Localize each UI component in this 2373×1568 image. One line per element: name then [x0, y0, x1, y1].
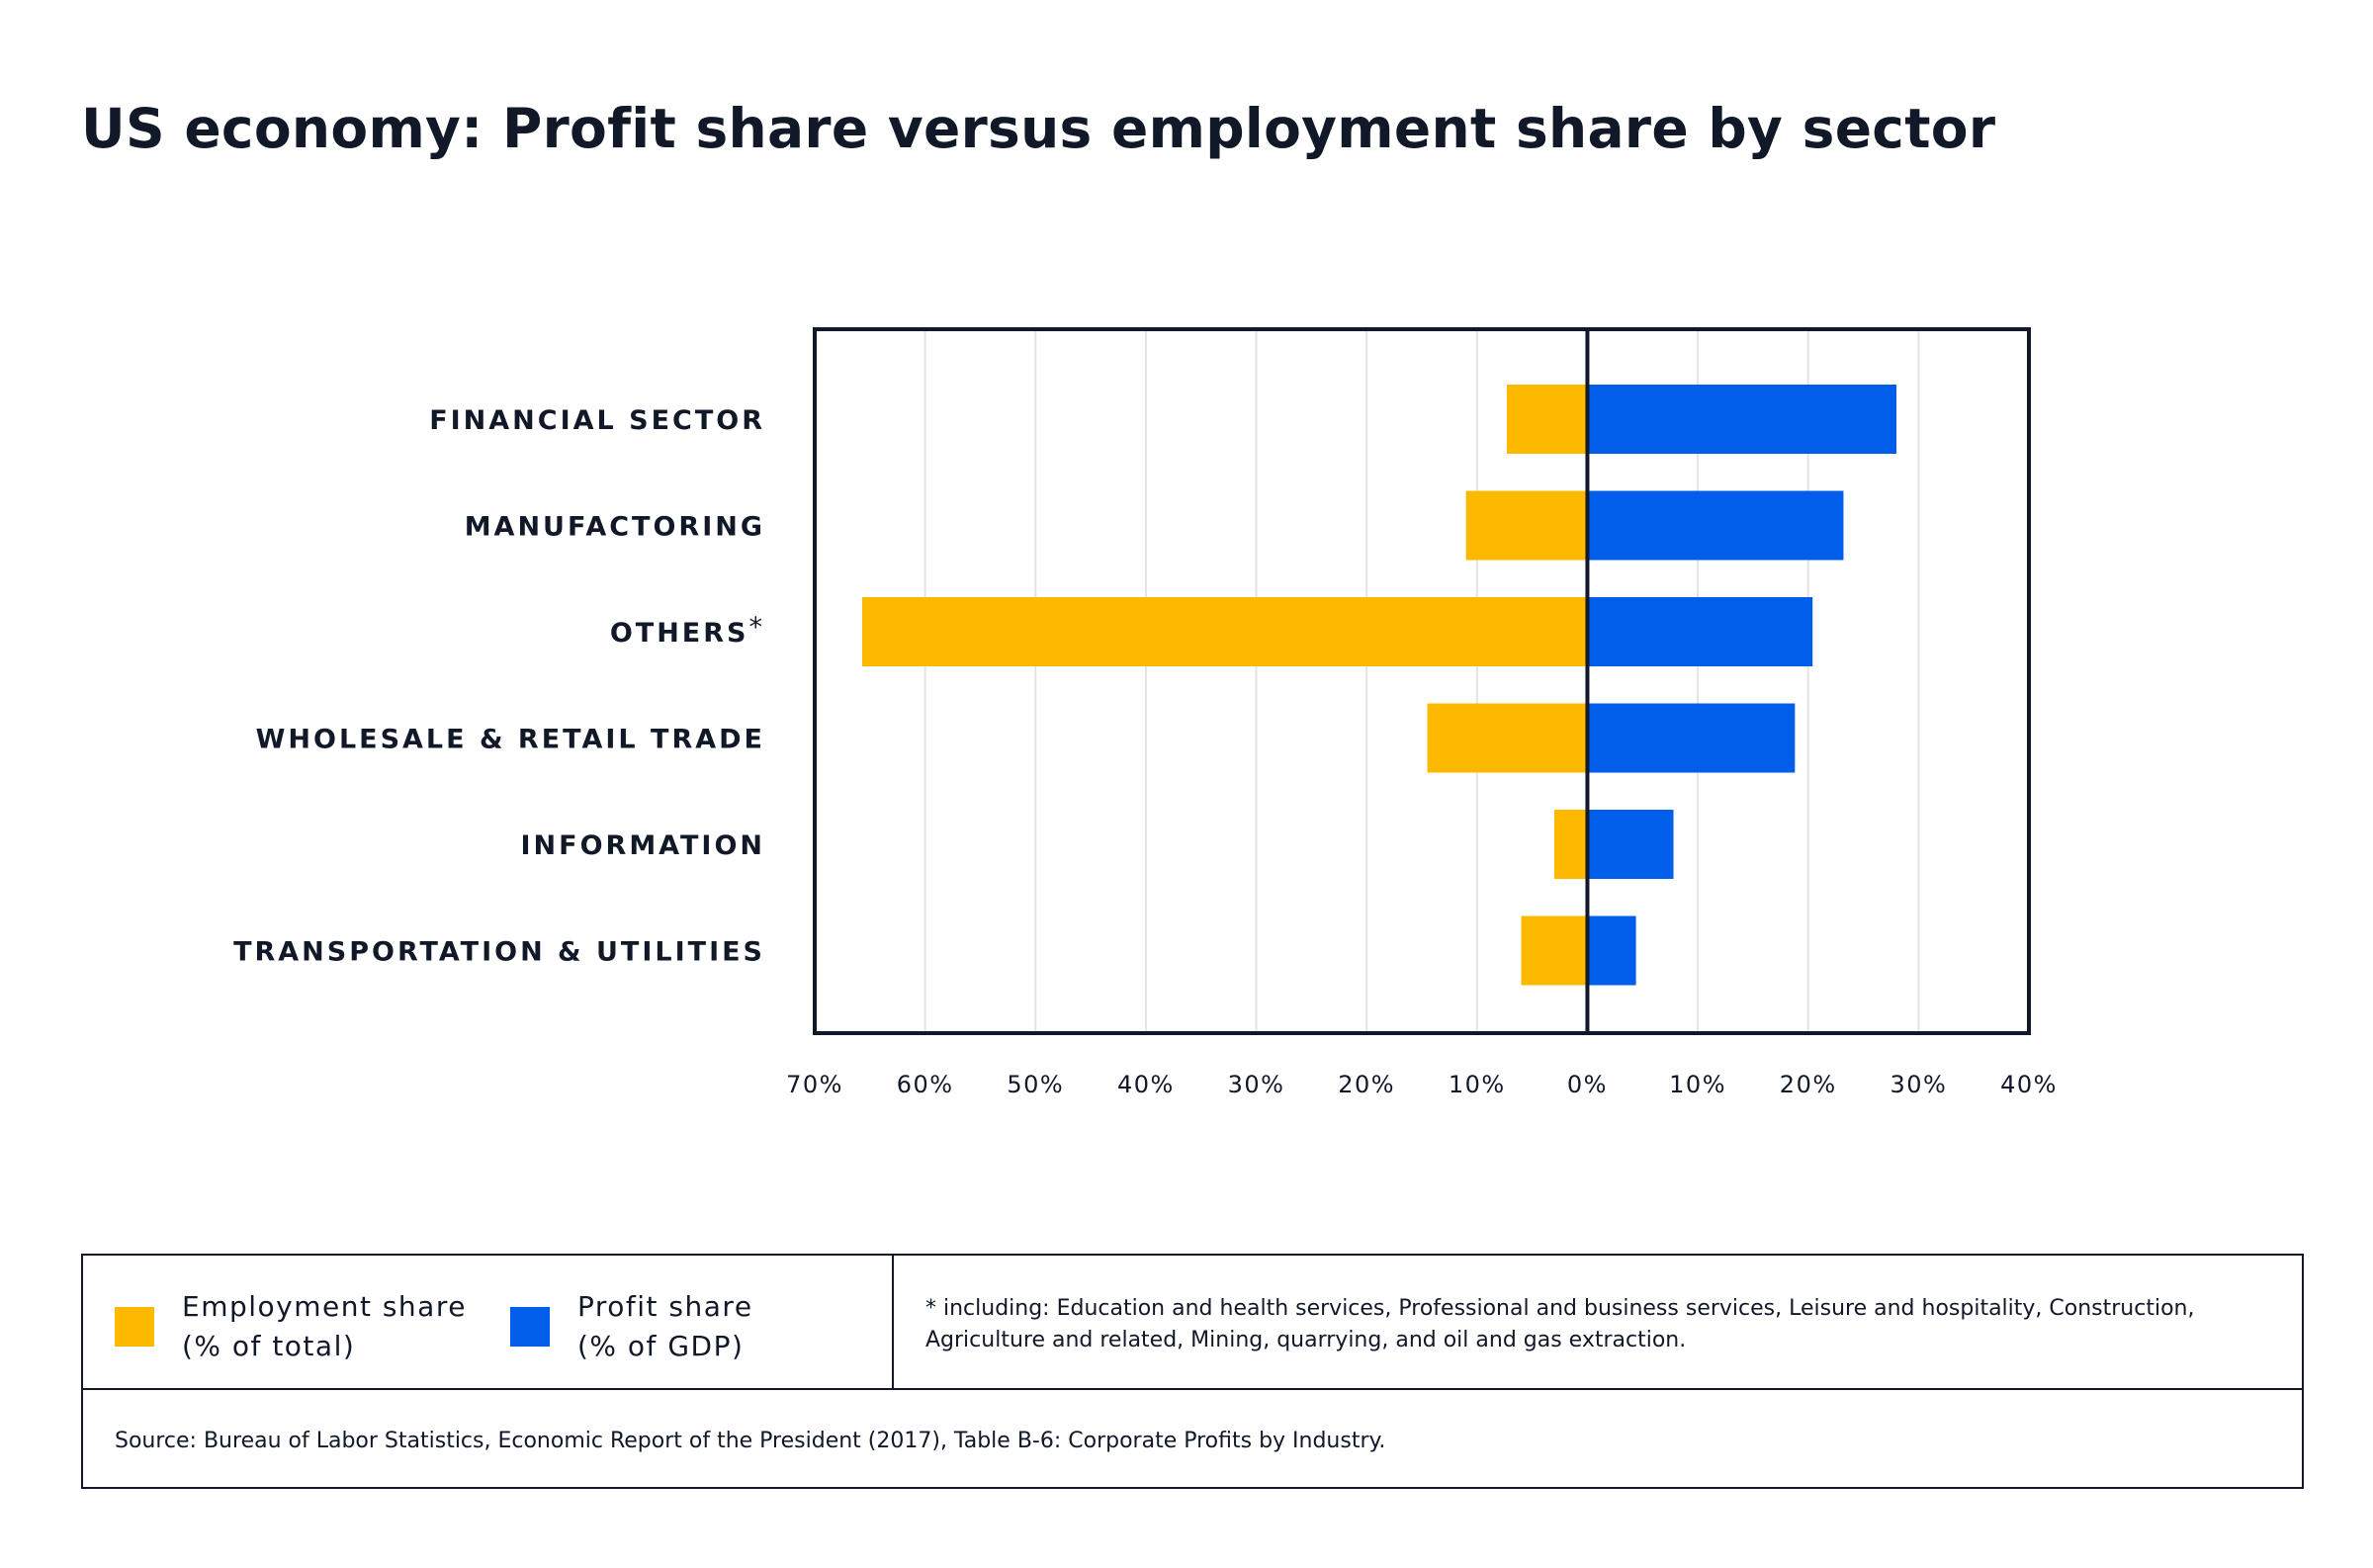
x-axis-ticks: 70% 60% 50% 40% 30% 20% 10% 0% 10% 20% 30% 40% — [786, 1071, 2058, 1098]
x-tick-label: 70% — [786, 1071, 843, 1098]
employment-bar-1 — [1465, 490, 1588, 561]
footnote: * including: Education and health servic… — [925, 1296, 2195, 1352]
legend-profit-line1: Profit share — [577, 1290, 753, 1323]
legend: Employment share (% of total) Profit sha… — [83, 1256, 894, 1388]
profit-bar-1 — [1587, 490, 1844, 561]
profit-bar-3 — [1587, 703, 1796, 773]
legend-profit-line2: (% of GDP) — [577, 1330, 745, 1362]
category-labels: FINANCIAL SECTOR MANUFACTORING OTHERS* WHOL… — [233, 405, 765, 968]
x-tick-label: 10% — [1669, 1071, 1726, 1098]
x-tick-label: 40% — [1117, 1071, 1175, 1098]
category-label: OTHERS* — [610, 612, 765, 649]
plot-frame — [813, 327, 2031, 1035]
category-label: INFORMATION — [520, 830, 765, 861]
source-note: Source: Bureau of Labor Statistics, Econ… — [115, 1429, 1386, 1453]
x-tick-label: 50% — [1007, 1071, 1064, 1098]
x-tick-label: 10% — [1449, 1071, 1506, 1098]
legend-swatch-employment — [115, 1307, 154, 1347]
employment-bar-2 — [862, 597, 1588, 666]
profit-bar-5 — [1587, 915, 1636, 986]
category-label: FINANCIAL SECTOR — [429, 405, 765, 436]
chart-title: US economy: Profit share versus employme… — [81, 97, 1996, 160]
bars — [862, 385, 1897, 986]
x-tick-label: 20% — [1338, 1071, 1395, 1098]
employment-bar-4 — [1553, 810, 1588, 879]
x-tick-label: 20% — [1780, 1071, 1837, 1098]
category-label: WHOLESALE & RETAIL TRADE — [256, 725, 765, 755]
profit-bar-2 — [1587, 597, 1813, 666]
footer-box: Employment share (% of total) Profit sha… — [81, 1254, 2304, 1489]
legend-employment-line1: Employment share — [182, 1290, 467, 1323]
legend-employment-line2: (% of total) — [182, 1330, 356, 1362]
legend-swatch-profit — [510, 1307, 550, 1347]
category-label-asterisk: * — [749, 612, 766, 643]
x-tick-label: 30% — [1890, 1071, 1947, 1098]
profit-bar-0 — [1587, 385, 1897, 454]
category-label: MANUFACTORING — [465, 512, 765, 543]
bar-chart: FINANCIAL SECTOR MANUFACTORING OTHERS* WHOL… — [233, 327, 2058, 1098]
legend-label-profit: Profit share (% of GDP) — [577, 1287, 835, 1366]
legend-label-employment: Employment share (% of total) — [182, 1287, 467, 1366]
category-label: TRANSPORTATION & UTILITIES — [233, 937, 765, 968]
x-tick-label: 30% — [1228, 1071, 1285, 1098]
profit-bar-4 — [1587, 810, 1674, 879]
employment-bar-5 — [1521, 915, 1588, 986]
employment-bar-0 — [1506, 385, 1588, 454]
footer-top-row: Employment share (% of total) Profit sha… — [83, 1256, 2302, 1390]
x-tick-label: 0% — [1567, 1071, 1608, 1098]
x-tick-label: 40% — [2000, 1071, 2058, 1098]
employment-bar-3 — [1427, 703, 1588, 773]
x-tick-label: 60% — [897, 1071, 954, 1098]
